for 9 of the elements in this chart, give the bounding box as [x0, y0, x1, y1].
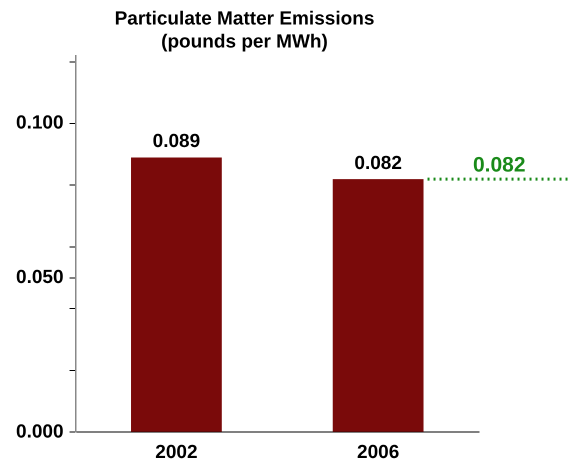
data-label: 0.089 [152, 131, 200, 152]
y-tick-label: 0.100 [16, 112, 64, 134]
x-tick-label: 2006 [356, 442, 400, 463]
data-label: 0.082 [354, 152, 402, 174]
ref-line-label: 0.082 [472, 153, 526, 176]
y-tick-label: 0.000 [16, 421, 64, 442]
y-tick-label: 0.050 [16, 267, 64, 288]
x-tick-label: 2002 [155, 442, 198, 463]
chart-title: Particulate Matter Emissions (pounds per MWh) [114, 8, 374, 52]
